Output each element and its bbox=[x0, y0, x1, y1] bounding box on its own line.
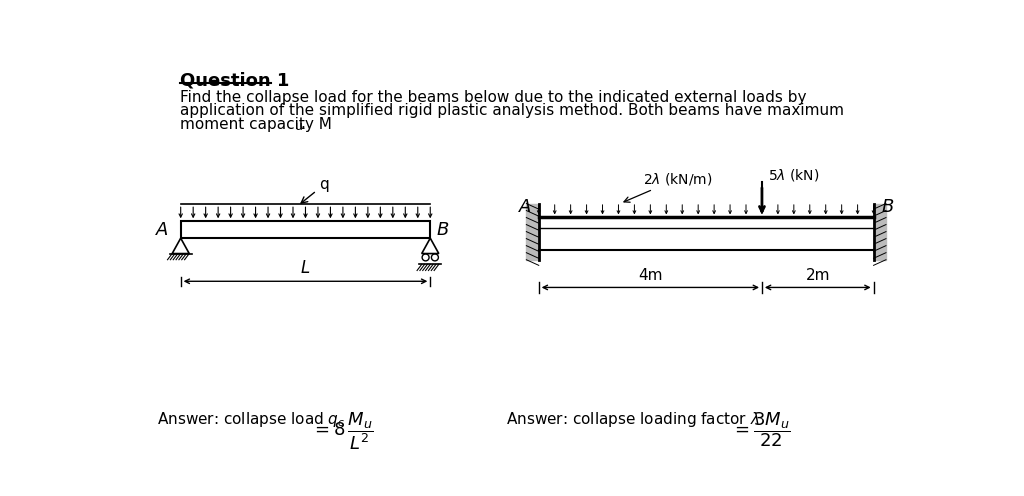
Text: B: B bbox=[882, 198, 894, 216]
Text: Answer: collapse load $q_c$: Answer: collapse load $q_c$ bbox=[158, 410, 346, 429]
Text: .: . bbox=[301, 117, 306, 131]
Polygon shape bbox=[422, 238, 438, 253]
Text: application of the simplified rigid plastic analysis method. Both beams have max: application of the simplified rigid plas… bbox=[180, 103, 844, 119]
Text: moment capacity M: moment capacity M bbox=[180, 117, 332, 131]
Polygon shape bbox=[172, 238, 189, 253]
Text: A: A bbox=[518, 198, 531, 216]
Polygon shape bbox=[526, 203, 539, 260]
Text: Find the collapse load for the beams below due to the indicated external loads b: Find the collapse load for the beams bel… bbox=[180, 90, 807, 105]
Text: Question 1: Question 1 bbox=[180, 71, 290, 89]
Text: B: B bbox=[436, 221, 449, 239]
Text: $=\dfrac{3M_u}{22}$: $=\dfrac{3M_u}{22}$ bbox=[731, 410, 791, 448]
Polygon shape bbox=[539, 217, 873, 250]
Polygon shape bbox=[873, 203, 886, 260]
Text: u: u bbox=[295, 121, 302, 133]
Text: L: L bbox=[301, 258, 310, 277]
Bar bbox=[180, 221, 430, 238]
Text: $2\lambda$ (kN/m): $2\lambda$ (kN/m) bbox=[624, 171, 713, 202]
Text: $5\lambda$ (kN): $5\lambda$ (kN) bbox=[768, 168, 819, 184]
Text: $=8\,\dfrac{M_u}{L^2}$: $=8\,\dfrac{M_u}{L^2}$ bbox=[311, 410, 374, 452]
Text: 4m: 4m bbox=[638, 268, 663, 283]
Text: 2m: 2m bbox=[806, 268, 830, 283]
Text: A: A bbox=[156, 221, 168, 239]
Text: q: q bbox=[301, 177, 329, 203]
Text: Answer: collapse loading factor $\lambda$: Answer: collapse loading factor $\lambda… bbox=[506, 410, 760, 429]
